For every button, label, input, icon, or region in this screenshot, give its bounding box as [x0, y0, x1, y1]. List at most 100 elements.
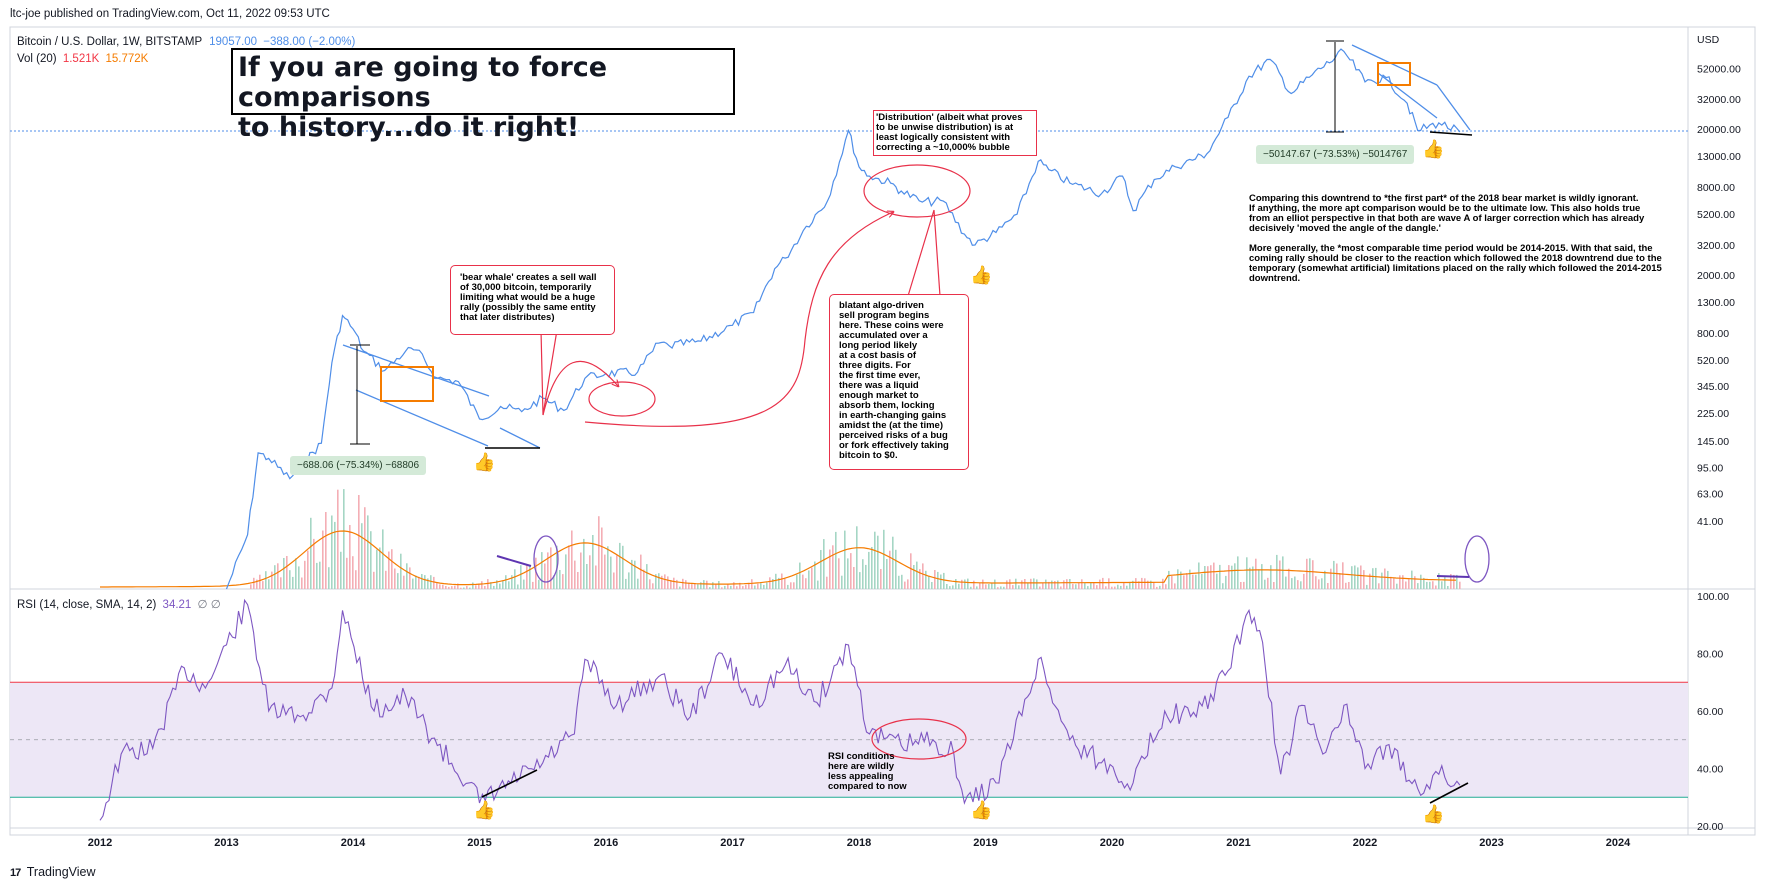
volume-bar — [1210, 565, 1212, 589]
volume-bar — [727, 584, 729, 589]
price-tick-label: 95.00 — [1697, 463, 1723, 475]
price-tick-label: 63.00 — [1697, 489, 1723, 501]
volume-bar — [736, 586, 738, 589]
volume-bar — [622, 545, 624, 589]
volume-bar — [910, 553, 912, 589]
volume-bar — [271, 571, 273, 589]
volume-bar — [1399, 575, 1401, 589]
time-tick-label: 2017 — [720, 837, 744, 849]
volume-bar — [532, 581, 534, 589]
volume-bar — [652, 583, 654, 589]
volume-bar — [1270, 565, 1272, 589]
volume-bar — [565, 554, 567, 589]
volume-bar — [1159, 585, 1161, 589]
volume-bar — [1408, 579, 1410, 589]
volume-bar — [1036, 579, 1038, 589]
volume-bar — [1129, 581, 1131, 589]
thumbs-up-icon: 👍 — [1422, 804, 1445, 824]
volume-bar — [1081, 579, 1083, 589]
volume-bar — [757, 583, 759, 589]
volume-bar — [1222, 583, 1224, 589]
price-tick-label: 8000.00 — [1697, 182, 1735, 194]
volume-bar — [1321, 578, 1323, 589]
volume-bar — [1039, 586, 1041, 589]
volume-bar — [688, 582, 690, 589]
volume-bar — [1204, 566, 1206, 589]
volume-bar — [1012, 585, 1014, 589]
callout-bear-whale: 'bear whale' creates a sell wall of 30,0… — [450, 265, 615, 335]
volume-bar — [1048, 581, 1050, 589]
volume-bar — [1015, 578, 1017, 589]
volume-bar — [922, 563, 924, 589]
volume-bar — [664, 574, 666, 589]
arrow-to-2016-ellipse — [542, 360, 618, 416]
volume-bar — [406, 563, 408, 589]
volume-bar — [895, 549, 897, 589]
volume-bar — [742, 586, 744, 589]
price-tick-label: 32000.00 — [1697, 94, 1741, 106]
volume-bar — [373, 571, 375, 589]
volume-bar — [427, 578, 429, 589]
volume-bar — [658, 573, 660, 589]
volume-bar — [1117, 584, 1119, 589]
volume-bar — [592, 535, 594, 589]
volume-bar — [952, 585, 954, 589]
volume-bar — [1279, 560, 1281, 589]
volume-bar — [601, 527, 603, 589]
volume-bar — [1456, 574, 1458, 589]
volume-bar — [967, 578, 969, 589]
volume-bar — [1273, 582, 1275, 589]
volume-bar — [631, 559, 633, 589]
volume-bar — [691, 584, 693, 589]
volume-bar — [391, 549, 393, 589]
time-tick-label: 2023 — [1479, 837, 1503, 849]
volume-circle-2022 — [1464, 535, 1490, 583]
volume-bar — [550, 547, 552, 589]
volume-bar — [1168, 570, 1170, 589]
volume-bar — [1348, 582, 1350, 589]
volume-bar — [928, 575, 930, 589]
volume-bar — [871, 547, 873, 589]
volume-bar — [313, 538, 315, 589]
volume-bar — [1264, 579, 1266, 589]
volume-bar — [730, 585, 732, 589]
volume-bar — [1411, 570, 1413, 589]
channel-small-2015 — [499, 427, 541, 449]
volume-bar — [805, 578, 807, 589]
volume-bar — [640, 554, 642, 589]
volume-bar — [1246, 557, 1248, 589]
chart-frame — [9, 26, 1756, 836]
volume-bar — [634, 560, 636, 589]
volume-bar — [523, 579, 525, 589]
volume-bar — [697, 584, 699, 589]
volume-bar — [1054, 581, 1056, 589]
volume-bar — [937, 571, 939, 589]
volume-bar — [586, 564, 588, 589]
publisher-line: ltc-joe published on TradingView.com, Oc… — [10, 8, 330, 20]
volume-bar — [1075, 584, 1077, 589]
volume-bar — [838, 558, 840, 589]
time-tick-label: 2024 — [1606, 837, 1631, 849]
volume-bar — [379, 547, 381, 589]
volume-bar — [529, 566, 531, 589]
volume-bar — [472, 582, 474, 589]
comparison-note-1: Comparing this downtrend to *the first p… — [1249, 193, 1645, 234]
volume-bar — [538, 579, 540, 589]
thumbs-up-icon: 👍 — [1422, 139, 1445, 159]
volume-bar — [457, 583, 459, 589]
volume-bar — [643, 569, 645, 589]
price-line — [225, 48, 1461, 590]
volume-bar — [1402, 575, 1404, 589]
volume-bar — [394, 568, 396, 589]
arrow-to-distribution — [584, 212, 893, 427]
volume-bar — [547, 552, 549, 589]
volume-bar — [469, 587, 471, 589]
volume-bar — [1141, 577, 1143, 589]
callout-algo: blatant algo-driven sell program begins … — [829, 294, 969, 470]
volume-bar — [331, 515, 333, 589]
volume-bar — [859, 572, 861, 589]
volume-bar — [1201, 574, 1203, 589]
volume-bar — [1111, 586, 1113, 589]
volume-bar — [997, 587, 999, 589]
